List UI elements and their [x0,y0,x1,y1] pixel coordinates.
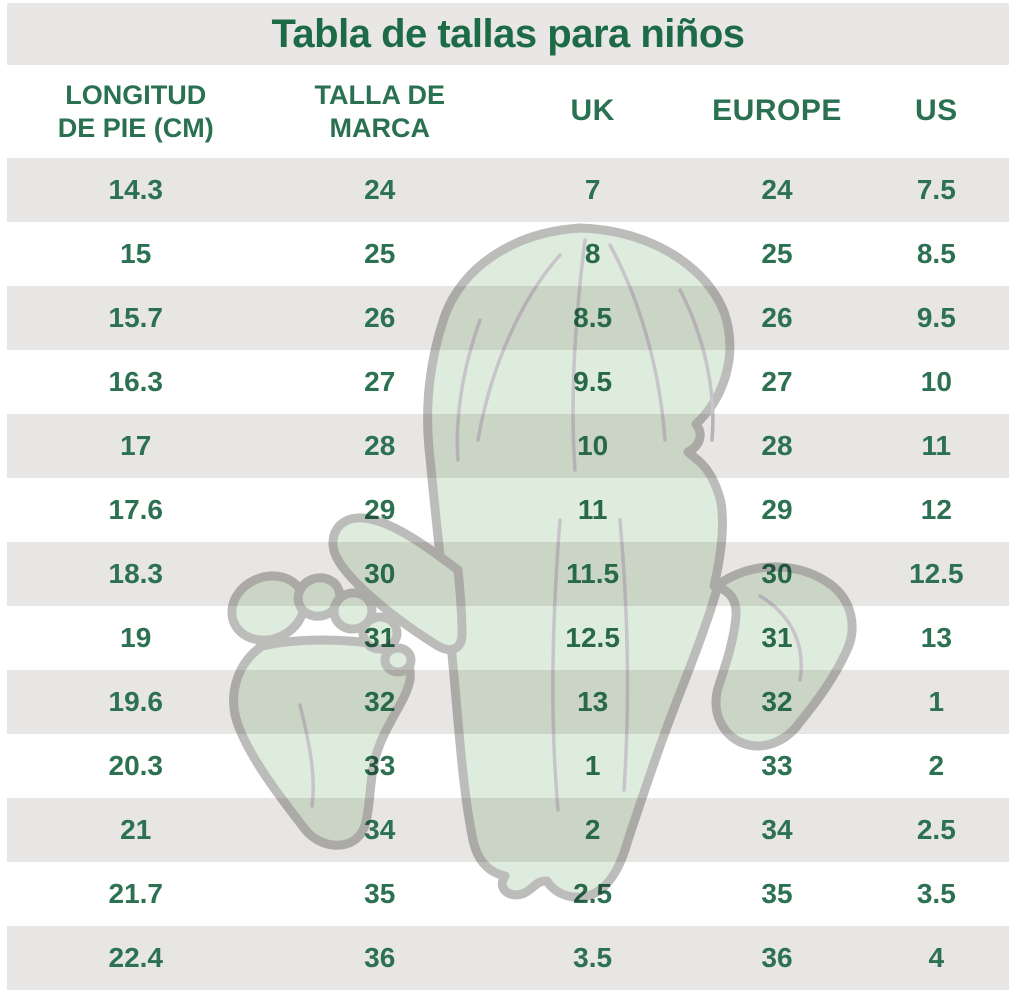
table-row: 16.3 27 9.5 27 10 [7,350,1009,414]
cell-brand-size: 36 [364,942,396,973]
table-row: 14.3 24 7 24 7.5 [7,158,1009,222]
table-row: 15 25 8 25 8.5 [7,222,1009,286]
cell-brand-size: 34 [364,814,396,845]
cell-us-size: 2.5 [916,814,956,845]
cell-us-size: 9.5 [916,302,956,333]
cell-uk-size: 2.5 [573,878,613,909]
col-header-europe: EUROPE [690,65,864,158]
cell-uk-size: 3.5 [573,942,613,973]
cell-europe-size: 36 [761,942,793,973]
col-header-brand-size-line2: MARCA [329,112,430,143]
cell-brand-size: 31 [364,622,396,653]
cell-uk-size: 11.5 [566,558,620,589]
table-row: 18.3 30 11.5 30 12.5 [7,542,1009,606]
col-header-foot-length: LONGITUD DE PIE (CM) [7,65,265,158]
cell-brand-size: 32 [364,686,396,717]
chart-title-bar: Tabla de tallas para niños [7,3,1009,65]
cell-us-size: 12 [920,494,952,525]
cell-foot-length-cm: 19.6 [108,686,164,717]
cell-europe-size: 32 [761,686,793,717]
cell-europe-size: 28 [761,430,793,461]
cell-us-size: 8.5 [916,238,956,269]
cell-foot-length-cm: 17 [120,430,152,461]
cell-brand-size: 30 [364,558,396,589]
table-row: 21 34 2 34 2.5 [7,798,1009,862]
table-row: 15.7 26 8.5 26 9.5 [7,286,1009,350]
cell-brand-size: 28 [364,430,396,461]
cell-europe-size: 35 [761,878,793,909]
cell-foot-length-cm: 16.3 [108,366,164,397]
cell-europe-size: 25 [761,238,793,269]
cell-us-size: 4 [928,942,945,973]
cell-uk-size: 10 [577,430,609,461]
cell-europe-size: 29 [761,494,793,525]
cell-brand-size: 27 [364,366,396,397]
size-table-header-row: LONGITUD DE PIE (CM) TALLA DE MARCA UK E… [7,65,1009,158]
cell-uk-size: 9.5 [573,366,613,397]
cell-europe-size: 26 [761,302,793,333]
cell-europe-size: 33 [761,750,793,781]
cell-uk-size: 11 [577,494,608,525]
cell-foot-length-cm: 22.4 [108,942,164,973]
cell-brand-size: 33 [364,750,396,781]
cell-europe-size: 30 [761,558,793,589]
cell-foot-length-cm: 19 [120,622,152,653]
cell-uk-size: 8.5 [573,302,613,333]
cell-europe-size: 31 [761,622,793,653]
cell-brand-size: 29 [364,494,396,525]
cell-europe-size: 24 [761,174,793,205]
cell-europe-size: 34 [761,814,793,845]
table-row: 17.6 29 11 29 12 [7,478,1009,542]
cell-brand-size: 26 [364,302,396,333]
cell-uk-size: 2 [584,814,601,845]
cell-foot-length-cm: 21 [120,814,152,845]
col-header-foot-length-line2: DE PIE (CM) [57,112,214,143]
cell-us-size: 10 [920,366,952,397]
col-header-us: US [863,65,1009,158]
cell-brand-size: 24 [364,174,396,205]
table-row: 19.6 32 13 32 1 [7,670,1009,734]
cell-us-size: 11 [921,430,952,461]
col-header-uk: UK [494,65,691,158]
table-row: 20.3 33 1 33 2 [7,734,1009,798]
cell-us-size: 1 [928,686,945,717]
table-row: 19 31 12.5 31 13 [7,606,1009,670]
cell-foot-length-cm: 21.7 [108,878,164,909]
cell-uk-size: 1 [584,750,601,781]
cell-foot-length-cm: 14.3 [108,174,164,205]
col-header-uk-label: UK [570,94,615,128]
cell-brand-size: 35 [364,878,396,909]
col-header-brand-size-line1: TALLA DE [314,79,445,110]
table-row: 22.4 36 3.5 36 4 [7,926,1009,990]
size-table-body: 14.3 24 7 24 7.5 15 25 8 25 8.5 15.7 26 … [7,158,1009,990]
cell-brand-size: 25 [364,238,396,269]
cell-uk-size: 8 [584,238,601,269]
col-header-foot-length-line1: LONGITUD [65,79,207,110]
table-row: 17 28 10 28 11 [7,414,1009,478]
table-row: 21.7 35 2.5 35 3.5 [7,862,1009,926]
cell-europe-size: 27 [761,366,793,397]
cell-us-size: 2 [928,750,945,781]
size-table: LONGITUD DE PIE (CM) TALLA DE MARCA UK E… [7,65,1009,990]
cell-us-size: 13 [920,622,952,653]
cell-us-size: 3.5 [916,878,956,909]
cell-foot-length-cm: 20.3 [108,750,164,781]
cell-foot-length-cm: 17.6 [108,494,164,525]
cell-uk-size: 12.5 [565,622,620,653]
cell-uk-size: 13 [577,686,609,717]
col-header-europe-label: EUROPE [712,94,842,128]
cell-us-size: 7.5 [916,174,956,205]
cell-foot-length-cm: 15.7 [108,302,164,333]
chart-title: Tabla de tallas para niños [271,11,745,56]
col-header-us-label: US [914,94,958,128]
cell-us-size: 12.5 [909,558,964,589]
col-header-brand-size: TALLA DE MARCA [264,65,495,158]
cell-foot-length-cm: 15 [120,238,152,269]
cell-foot-length-cm: 18.3 [108,558,164,589]
cell-uk-size: 7 [584,174,601,205]
